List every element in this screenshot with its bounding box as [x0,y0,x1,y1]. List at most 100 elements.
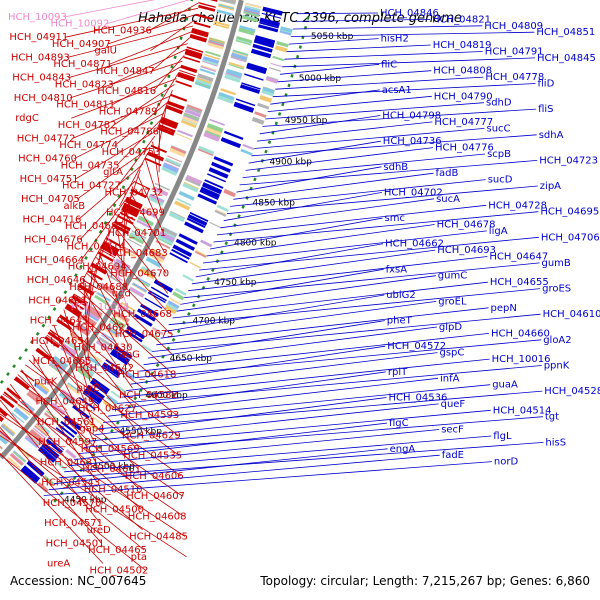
gene-label: gumB [542,258,571,269]
gene-feature-bar [183,181,199,190]
reverse-gene-arrow [193,21,211,29]
gene-label: HCH_04751 [20,174,79,185]
right-leader-line [195,243,384,278]
right-leader-line [294,19,431,22]
gene-label: HCH_04819 [433,40,492,51]
gene-feature-bar [167,300,180,309]
left-leader-line [70,298,133,389]
gene-label: HCH_04569 [81,444,140,455]
gene-label: fliS [538,104,553,115]
gene-feature-bar [209,37,225,44]
gene-feature-bar [219,0,236,5]
forward-gene-arrow [239,84,261,94]
gene-feature-bar [218,92,235,101]
left-leader-line [76,288,174,375]
gene-label: HCH_04572 [387,341,446,352]
gene-feature-bar [228,61,245,69]
right-leader-line [176,275,436,312]
gene-feature-bar [178,190,195,201]
reverse-gene-arrow [177,72,195,82]
forward-gene-arrow [126,326,145,340]
gene-feature-bar [176,133,192,140]
left-leader-line [2,393,184,517]
gene-label: HCH_04847 [96,66,155,77]
tick-label: 4550 kbp [120,427,163,437]
gene-feature-bar [65,383,81,396]
forward-gene-arrow [208,167,229,179]
gene-label: fxsA [386,264,408,275]
forward-gene-arrow [144,297,163,309]
right-leader-line [199,236,539,271]
right-leader-line [59,442,544,479]
gene-feature-bar [162,163,179,174]
reverse-gene-arrow [183,56,201,63]
left-leader-line [66,25,194,58]
left-leader-line [49,329,136,429]
gene-label: HCH_04685 [65,221,124,232]
gene-feature-bar [135,276,151,286]
forward-gene-arrow [200,186,221,199]
gene-feature-bar [189,261,201,269]
gene-feature-bar [128,286,145,298]
gene-label: HCH_04655 [490,277,549,288]
gene-label: rplT [388,367,408,378]
gene-feature-bar [184,108,201,118]
gene-feature-bar [224,75,241,83]
gene-feature-bar [213,20,230,27]
forward-gene-arrow [202,183,222,195]
gene-label: gspC [440,348,465,359]
reverse-gene-arrow [114,222,130,231]
gene-feature-bar [103,400,114,410]
gene-label: HCH_04608 [128,511,187,522]
forward-gene-arrow [259,19,280,27]
gene-feature-bar [216,204,229,212]
reverse-gene-arrow [64,305,81,318]
gene-label: HCH_04601 [82,464,141,475]
gene-feature-bar [50,402,66,416]
gene-feature-bar [241,15,258,23]
forward-gene-arrow [197,193,217,205]
left-leader-line [86,272,173,355]
forward-gene-arrow [189,211,209,222]
gene-feature-bar [168,211,185,223]
left-leader-line [73,293,91,382]
gene-label: HCH_04627 [78,403,137,414]
gene-feature-bar [128,234,145,245]
left-leader-line [78,163,144,220]
tick-label: 4700 kbp [193,317,236,327]
gene-feature-bar [195,81,211,88]
tick-label: 5050 kbp [311,32,354,42]
gene-label: ppnK [544,361,570,372]
gene-feature-bar [183,113,200,121]
gene-label: HCH_04570 [43,498,102,509]
gene-feature-bar [74,324,91,337]
forward-gene-arrow [211,161,231,173]
gene-label: HCH_04871 [53,59,112,70]
left-leader-line [86,262,94,341]
tick-label: 4750 kbp [214,278,257,288]
gene-label: fadB [436,168,459,179]
forward-gene-arrow [42,442,60,458]
gene-label: gloA2 [543,335,571,346]
gene-feature-bar [131,230,147,239]
gene-feature-bar [111,316,127,328]
gene-feature-bar [120,301,136,312]
right-leader-line [93,397,387,436]
gene-label: HCH_04675 [115,329,174,340]
gene-feature-bar [174,200,191,211]
left-leader-line [72,95,171,139]
forward-gene-arrow [172,244,192,257]
right-leader-line [210,217,383,250]
left-leader-line [42,339,95,443]
right-leader-line [262,108,537,127]
gene-feature-bar [202,60,218,67]
gene-feature-bar [270,62,283,68]
gene-feature-bar [235,39,252,46]
gene-feature-bar [110,390,122,399]
right-leader-line [143,326,437,366]
right-leader-line [172,281,488,319]
gene-feature-bar [132,282,147,293]
left-leader-line [129,191,166,254]
gene-feature-bar [139,268,156,280]
gene-label: alkB [64,201,86,212]
